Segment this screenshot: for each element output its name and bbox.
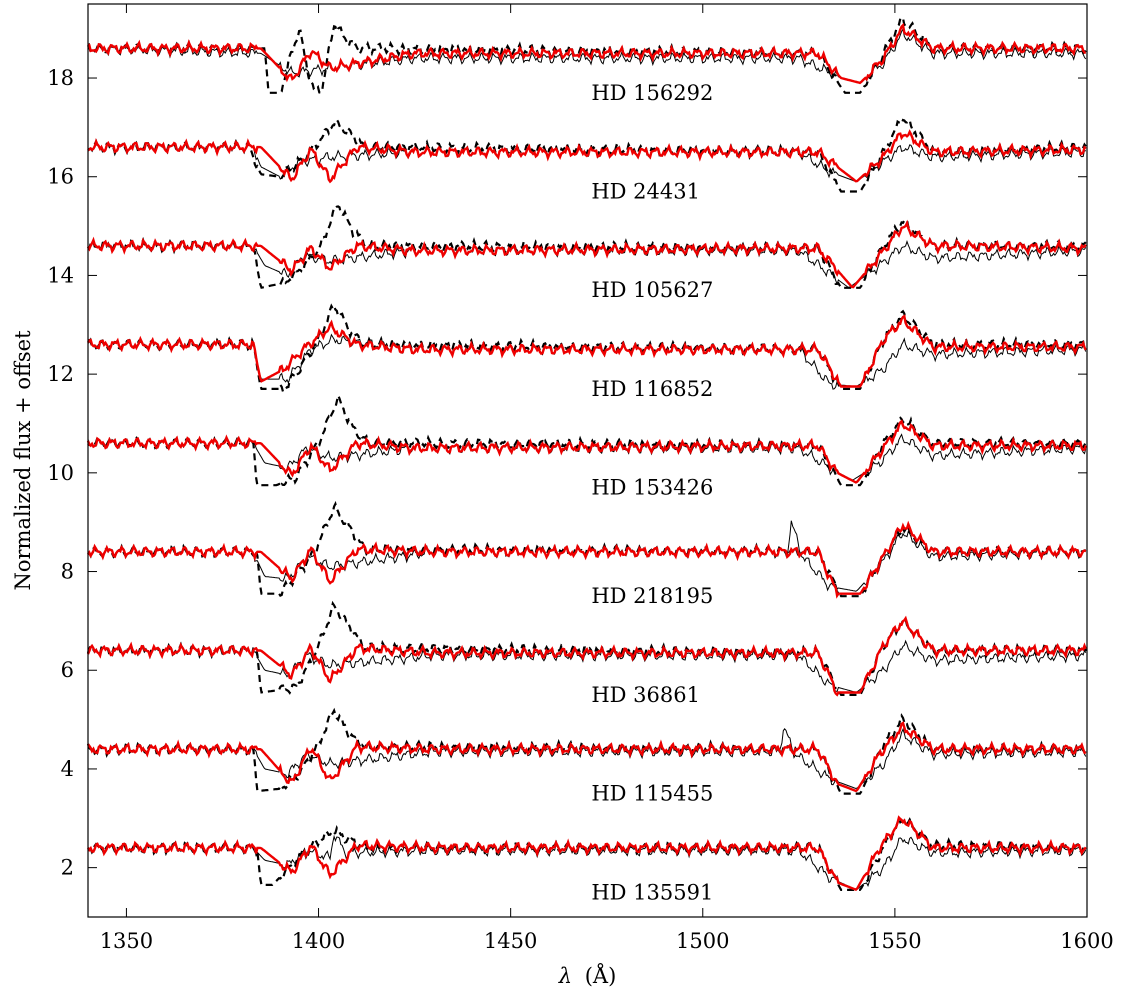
spectrum-group	[86, 303, 1087, 395]
x-tick-label: 1600	[1060, 929, 1113, 953]
spectrum-group	[86, 600, 1087, 697]
x-tick-label: 1500	[676, 929, 729, 953]
spectrum-group	[87, 16, 1087, 94]
y-axis-title: Normalized flux + offset	[11, 330, 35, 591]
x-tick-label: 1550	[868, 929, 921, 953]
spectrum-group	[86, 815, 1087, 891]
y-tick-label: 4	[61, 757, 74, 781]
red-model-line	[86, 419, 1087, 484]
plot-frame	[87, 3, 1088, 918]
star-label: HD 24431	[591, 180, 700, 204]
star-label: HD 36861	[591, 683, 700, 707]
y-tick-label: 10	[47, 461, 74, 485]
x-axis-variable: λ	[558, 964, 572, 988]
x-tick-label: 1350	[100, 929, 153, 953]
y-tick-label: 6	[61, 658, 74, 682]
observed-line	[87, 727, 1087, 790]
x-axis-unit: (Å)	[585, 963, 617, 988]
y-tick-label: 8	[61, 560, 74, 584]
spectrum-group	[86, 500, 1087, 599]
red-model-line	[86, 615, 1087, 697]
star-label: HD 218195	[591, 584, 713, 608]
red-model-line	[87, 721, 1087, 793]
observed-line	[87, 27, 1087, 84]
spectrum-group	[86, 391, 1087, 490]
star-label: HD 153426	[591, 476, 713, 500]
series-layer	[86, 16, 1087, 891]
spectrum-group	[86, 205, 1087, 289]
red-model-line	[86, 219, 1087, 289]
spectrum-group	[87, 117, 1087, 193]
spectrum-group	[86, 707, 1087, 795]
star-label-layer: HD 156292 HD 24431 HD 105627 HD 116852 HD 15…	[591, 81, 713, 904]
y-tick-label: 2	[61, 856, 74, 880]
red-model-line	[87, 22, 1086, 85]
star-label: HD 105627	[591, 278, 713, 302]
x-axis-title: λ (Å)	[558, 963, 617, 988]
red-model-line	[86, 815, 1087, 891]
red-model-line	[87, 129, 1087, 184]
red-model-line	[86, 314, 1087, 388]
y-tick-label: 16	[47, 165, 74, 189]
y-tick-label: 18	[47, 66, 74, 90]
dashed-model-line	[87, 117, 1087, 193]
star-label: HD 116852	[591, 377, 713, 401]
star-label: HD 156292	[591, 81, 713, 105]
star-label: HD 115455	[591, 782, 713, 806]
tick-layer: 1350 1400 1450 1500 1550 1600 2 4 6 8 10 12 14 16 18	[47, 4, 1114, 953]
star-label: HD 135591	[591, 880, 713, 904]
y-tick-label: 12	[47, 362, 74, 386]
red-model-line	[86, 520, 1087, 599]
y-tick-label: 14	[47, 263, 74, 287]
x-tick-label: 1450	[484, 929, 537, 953]
x-tick-label: 1400	[292, 929, 345, 953]
